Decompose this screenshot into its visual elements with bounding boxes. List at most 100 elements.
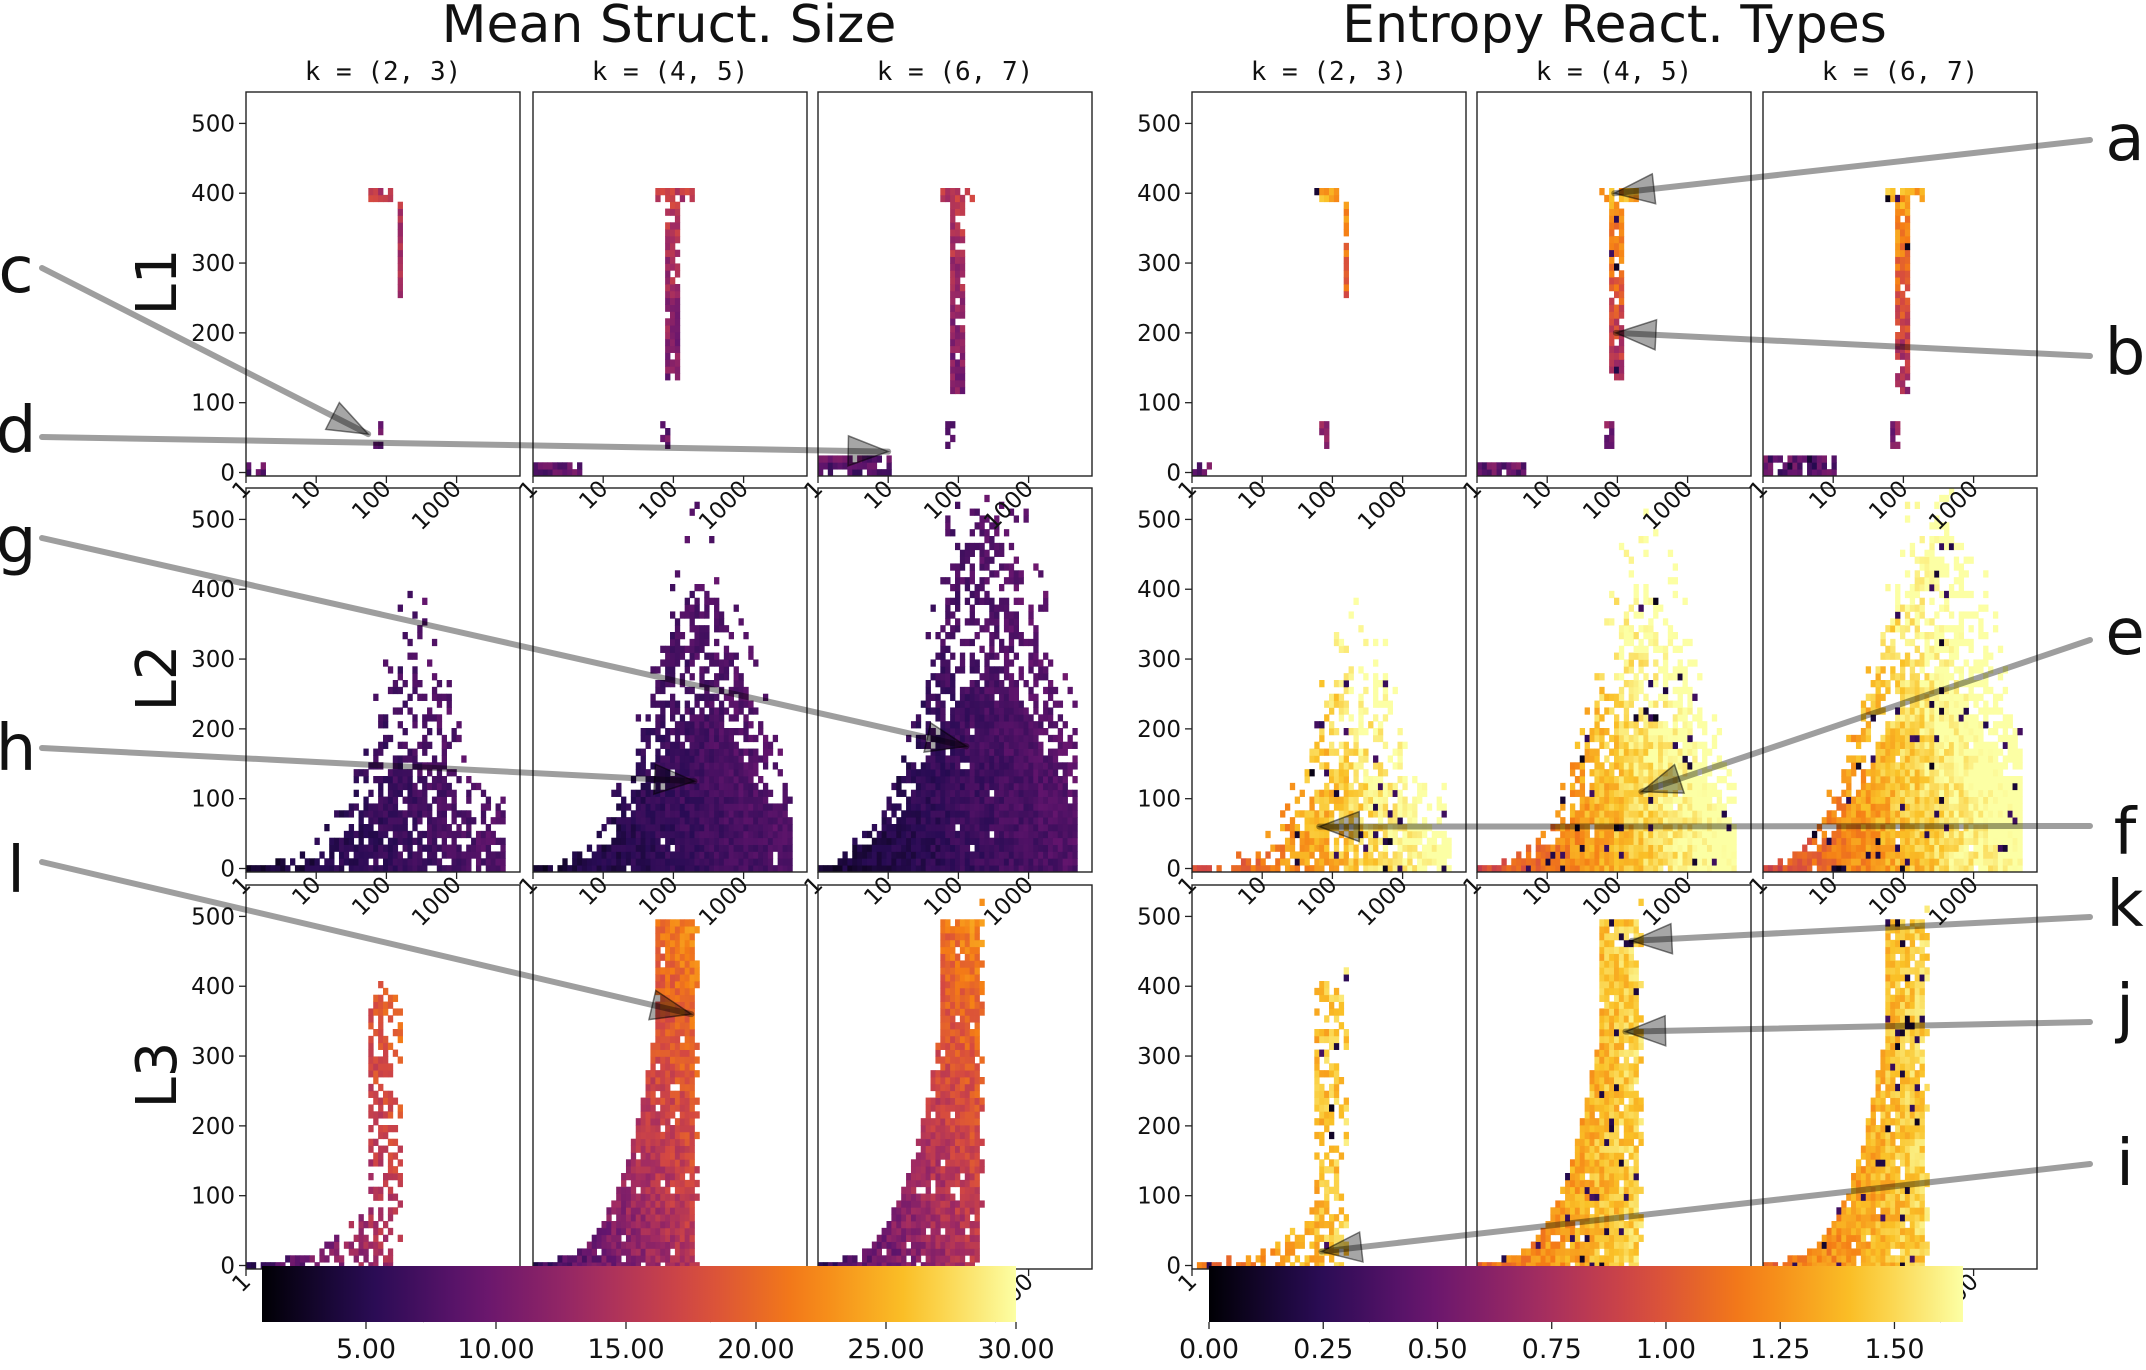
heatmap-cell [1028, 686, 1034, 695]
heatmap-cell [886, 1221, 892, 1229]
heatmap-cell [650, 1207, 656, 1215]
heatmap-cell [645, 1125, 651, 1133]
heatmap-cell [699, 721, 705, 729]
heatmap-cell [748, 865, 754, 873]
heatmap-cell [1614, 290, 1620, 299]
heatmap-cell [1206, 865, 1212, 873]
heatmap-cell [436, 680, 443, 688]
heatmap-cell [837, 858, 843, 866]
heatmap-cell [684, 604, 690, 612]
heatmap-cell [665, 1035, 671, 1044]
heatmap-cell [640, 789, 646, 797]
heatmap-cell [955, 1008, 961, 1016]
heatmap-cell [876, 1262, 882, 1270]
heatmap-cell [1363, 858, 1369, 866]
heatmap-cell [1038, 666, 1044, 674]
heatmap-cell [616, 858, 622, 866]
heatmap-cell [1329, 865, 1335, 873]
heatmap-cell [665, 325, 671, 333]
heatmap-cell [1895, 277, 1901, 285]
heatmap-cell [635, 762, 642, 770]
heatmap-cell [674, 994, 681, 1002]
heatmap-cell [358, 1248, 364, 1256]
heatmap-cell [704, 810, 710, 818]
heatmap-cell [368, 1159, 374, 1167]
heatmap-cell [891, 1241, 897, 1249]
heatmap-cell [728, 728, 734, 736]
heatmap-cell [495, 810, 501, 818]
heatmap-cell [979, 796, 985, 804]
heatmap-cell [950, 215, 956, 223]
heatmap-cell [950, 1056, 956, 1064]
heatmap-cell [679, 1159, 686, 1167]
heatmap-cell [1614, 284, 1620, 292]
heatmap-cell [1304, 865, 1310, 873]
heatmap-cell [397, 1200, 403, 1208]
heatmap-cell [1900, 373, 1906, 381]
heatmap-cell [338, 851, 345, 859]
heatmap-cell [407, 652, 413, 660]
heatmap-cell [758, 796, 764, 804]
heatmap-cell [1013, 714, 1019, 722]
heatmap-cell [665, 297, 671, 305]
heatmap-cell [250, 1262, 257, 1270]
heatmap-cell [679, 946, 686, 954]
heatmap-cell [1338, 714, 1345, 722]
heatmap-cell [552, 462, 558, 470]
heatmap-cell [694, 652, 700, 660]
heatmap-cell [1023, 508, 1029, 516]
heatmap-cell [915, 1173, 922, 1181]
heatmap-cell [417, 858, 423, 866]
heatmap-cell [974, 1248, 980, 1256]
heatmap-cell [969, 686, 975, 695]
heatmap-cell [728, 632, 734, 640]
heatmap-cell [621, 1248, 627, 1256]
heatmap-cell [645, 1077, 651, 1085]
heatmap-cell [733, 844, 739, 852]
heatmap-cell [999, 810, 1005, 818]
heatmap-cell [670, 865, 676, 873]
heatmap-cell [650, 1063, 656, 1071]
heatmap-cell [1904, 194, 1911, 203]
heatmap-cell [964, 1173, 971, 1181]
heatmap-cell [989, 618, 995, 626]
heatmap-cell [999, 700, 1005, 708]
heatmap-cell [1294, 858, 1301, 866]
heatmap-cell [1900, 386, 1906, 395]
heatmap-cell [358, 1241, 364, 1249]
heatmap-cell [782, 824, 788, 832]
heatmap-cell [660, 851, 666, 859]
heatmap-cell [964, 748, 971, 756]
heatmap-cell [896, 837, 902, 845]
heatmap-cell [670, 1111, 676, 1119]
heatmap-cell [684, 851, 690, 859]
heatmap-cell [1314, 755, 1320, 763]
heatmap-cell [979, 549, 985, 557]
heatmap-cell [984, 734, 990, 743]
heatmap-cell [387, 1248, 394, 1256]
heatmap-cell [392, 1008, 399, 1016]
heatmap-cell [1047, 782, 1054, 791]
heatmap-cell [674, 974, 681, 982]
heatmap-cell [989, 652, 995, 660]
heatmap-cell [959, 256, 966, 264]
heatmap-cell [547, 462, 553, 470]
heatmap-cell [969, 1138, 975, 1146]
heatmap-cell [930, 1152, 936, 1160]
heatmap-cell [378, 1241, 384, 1249]
heatmap-cell [1343, 263, 1349, 271]
heatmap-cell [596, 858, 602, 866]
heatmap-cell [940, 1179, 946, 1188]
heatmap-cell [945, 837, 951, 845]
heatmap-cell [959, 1125, 966, 1133]
heatmap-cell [999, 858, 1005, 866]
heatmap-cell [1196, 462, 1203, 470]
heatmap-cell [1324, 434, 1330, 443]
heatmap-cell [940, 987, 946, 996]
heatmap-cell [950, 1152, 956, 1160]
heatmap-cell [959, 201, 966, 209]
heatmap-cell [758, 728, 764, 736]
heatmap-cell [679, 1015, 686, 1023]
heatmap-cell [694, 728, 700, 736]
heatmap-cell [1067, 810, 1073, 818]
